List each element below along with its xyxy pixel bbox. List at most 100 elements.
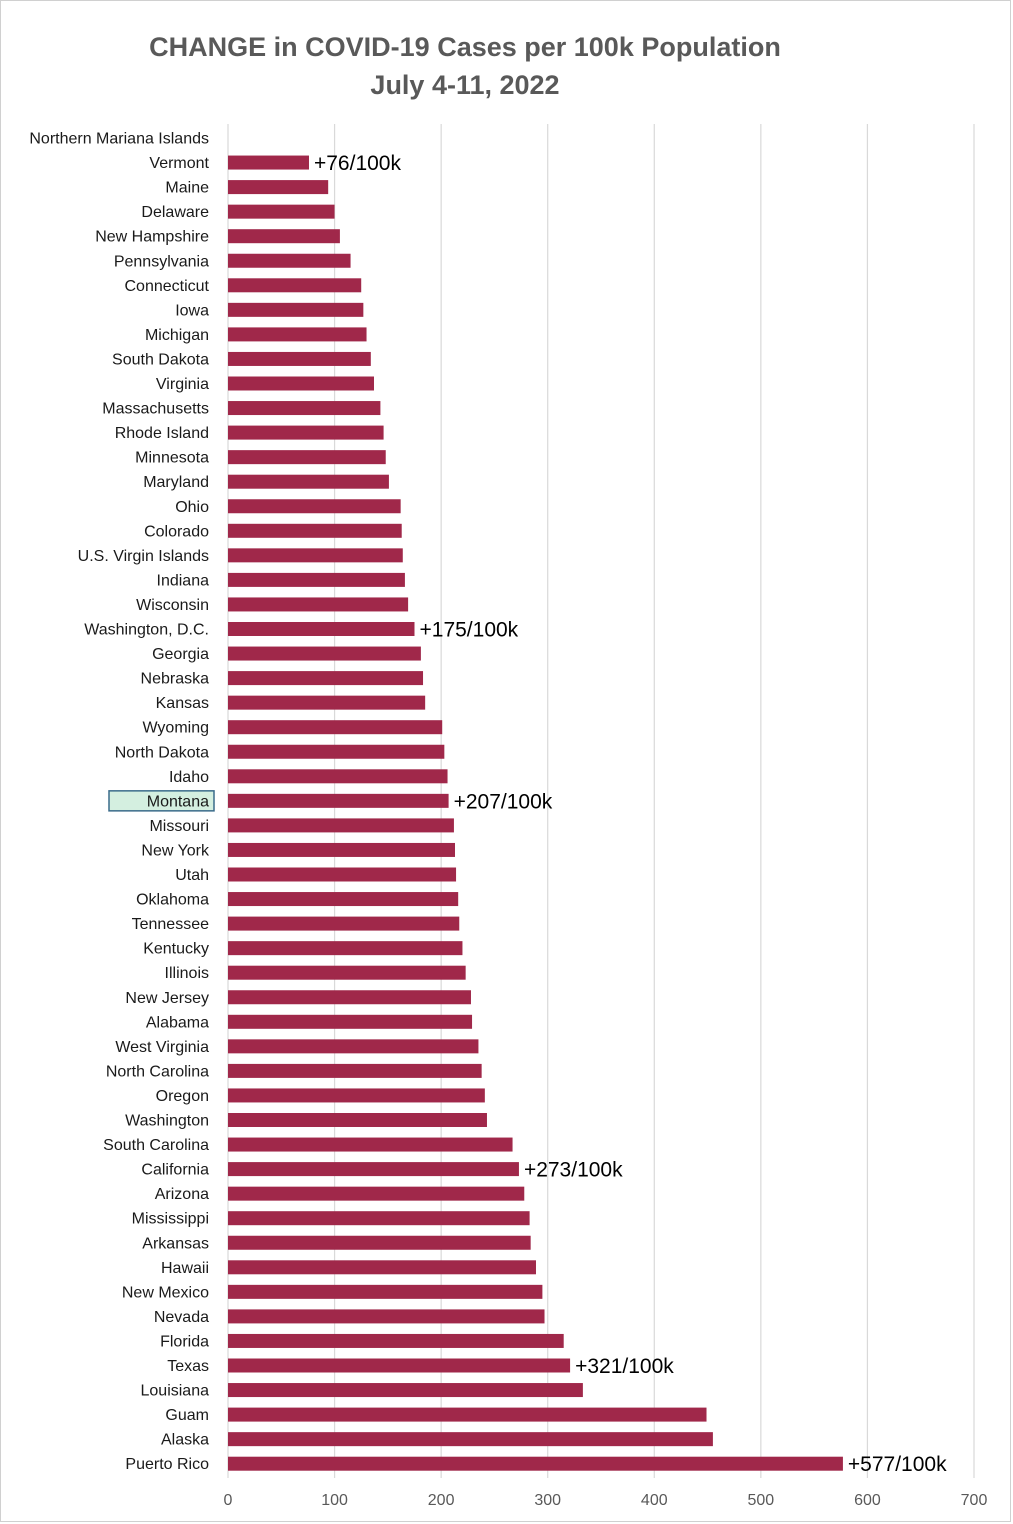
bar-colorado [228,523,402,538]
category-label: Maine [165,180,209,197]
category-label: California [141,1162,209,1179]
category-label: North Carolina [106,1063,209,1080]
bar-west-virginia [228,1039,479,1054]
bar-puerto-rico [228,1456,843,1471]
bar-nevada [228,1309,545,1324]
highlight-box [108,790,215,812]
bar-south-dakota [228,351,371,366]
category-label: Colorado [144,523,209,540]
category-label: Guam [165,1407,209,1424]
data-labels: +76/100k +175/100k +207/100k +273/100k +321/… [314,152,947,1476]
bar-connecticut [228,278,362,293]
bar-rhode-island [228,425,384,440]
bar-massachusetts [228,401,381,416]
bar-iowa [228,302,364,317]
bars [228,155,843,1471]
category-label: South Dakota [112,351,209,368]
data-label-california: +273/100k [524,1159,623,1182]
category-label: Hawaii [161,1260,209,1277]
bar-montana [228,793,449,808]
category-label: Connecticut [125,278,210,295]
category-label: Vermont [149,155,209,172]
category-label: New Hampshire [95,229,209,246]
chart-title-line1: CHANGE in COVID-19 Cases per 100k Popula… [149,32,781,62]
category-label: Mississippi [132,1211,209,1228]
category-label: New Jersey [125,990,209,1007]
data-label-puerto-rico: +577/100k [848,1453,947,1476]
category-label: Kansas [156,695,209,712]
bar-guam [228,1407,707,1422]
bar-idaho [228,769,448,784]
bar-utah [228,867,457,882]
bar-georgia [228,646,421,661]
bar-wyoming [228,720,443,735]
category-label: Louisiana [141,1383,210,1400]
category-label: Tennessee [132,916,209,933]
category-label: Alaska [161,1432,209,1449]
category-label: Washington, D.C. [84,622,209,639]
x-tick-label: 300 [534,1492,561,1509]
x-tick-label: 500 [748,1492,775,1509]
category-labels: Northern Mariana Islands Vermont Maine Dela… [29,131,210,1474]
category-label: Arkansas [142,1235,209,1252]
category-label: Missouri [149,818,209,835]
bar-mississippi [228,1211,530,1226]
bar-kentucky [228,941,463,956]
bar-louisiana [228,1383,583,1398]
category-label: Texas [167,1358,209,1375]
category-label: Nevada [154,1309,209,1326]
category-label: U.S. Virgin Islands [78,548,209,565]
x-tick-label: 400 [641,1492,668,1509]
data-label-texas: +321/100k [575,1355,674,1378]
category-label: West Virginia [115,1039,209,1056]
category-label: Puerto Rico [125,1456,209,1473]
category-label: Ohio [175,499,209,516]
x-tick-label: 200 [428,1492,455,1509]
category-label: Maryland [143,474,209,491]
bar-minnesota [228,450,386,465]
bar-virginia [228,376,374,391]
category-label: Utah [175,867,209,884]
bar-vermont [228,155,309,170]
category-label: North Dakota [115,744,209,761]
category-label: Oklahoma [136,892,209,909]
bar-illinois [228,965,466,980]
category-label: New Mexico [122,1284,209,1301]
category-label: Massachusetts [102,401,209,418]
data-label-vermont: +76/100k [314,152,401,175]
bar-washington [228,1113,487,1127]
category-label: Michigan [145,327,209,344]
bar-new-mexico [228,1284,543,1299]
bar-maine [228,180,329,195]
bar-arizona [228,1186,525,1201]
x-tick-label: 100 [321,1492,348,1509]
bar-indiana [228,572,405,587]
bar-alaska [228,1432,713,1447]
bar-california [228,1162,519,1177]
category-label: Montana [147,793,209,810]
bar-south-carolina [228,1137,513,1152]
category-label: Northern Mariana Islands [29,131,209,148]
category-label: Oregon [156,1088,209,1105]
highlight-group [108,790,215,812]
category-label: Kentucky [143,941,209,958]
bar-ohio [228,499,401,514]
category-label: South Carolina [103,1137,209,1154]
bar-north-carolina [228,1063,482,1078]
category-label: Indiana [157,572,210,589]
bar-nebraska [228,671,424,686]
bar-wisconsin [228,597,409,612]
x-tick-label: 700 [961,1492,988,1509]
category-label: Delaware [141,204,209,221]
bar-pennsylvania [228,253,351,268]
bar-kansas [228,695,426,710]
bar-u-s-virgin-islands [228,548,403,563]
bar-arkansas [228,1235,531,1250]
category-label: Iowa [175,302,209,319]
category-label: Wisconsin [136,597,209,614]
bar-new-jersey [228,990,471,1005]
category-label: Pennsylvania [114,253,209,270]
category-label: Minnesota [135,450,209,467]
category-label: Virginia [156,376,209,393]
